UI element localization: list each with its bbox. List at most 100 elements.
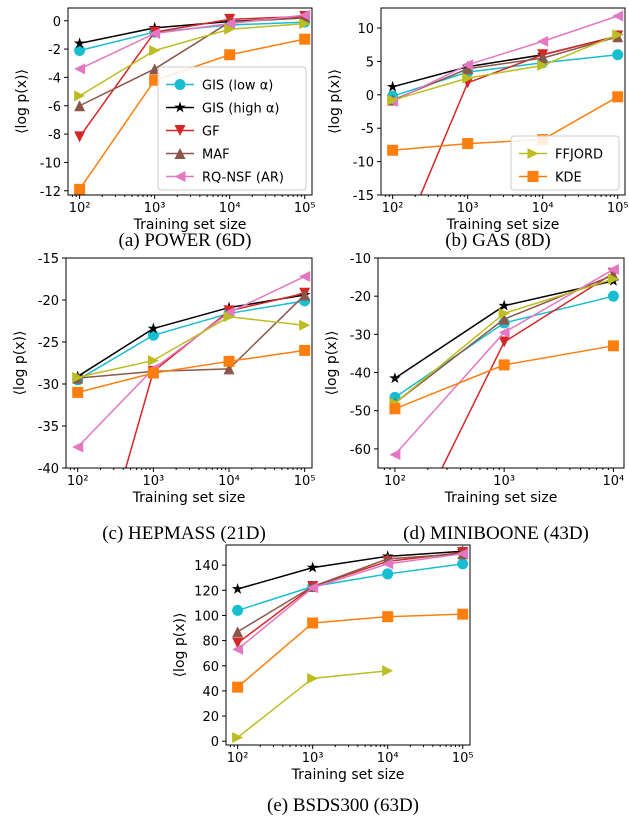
- legend-label: GF: [202, 125, 220, 140]
- marker: [607, 340, 619, 352]
- series-line: [392, 15, 618, 103]
- marker: [231, 582, 244, 594]
- marker: [223, 363, 235, 375]
- x-tick-label: 10²: [384, 474, 406, 489]
- marker: [232, 604, 244, 616]
- marker: [382, 558, 394, 570]
- y-tick-label: 0: [366, 89, 374, 104]
- legend-box: [157, 66, 307, 191]
- y-tick-label: 0: [211, 735, 219, 750]
- marker: [73, 37, 86, 49]
- marker: [498, 307, 510, 319]
- marker: [299, 270, 311, 282]
- marker: [72, 386, 84, 398]
- y-axis-label: ⟨log p(x)⟩: [324, 331, 340, 396]
- x-tick-label: 10⁵: [607, 201, 629, 216]
- marker: [223, 307, 235, 319]
- x-tick-label: 10³: [302, 751, 324, 766]
- y-tick-label: -5: [361, 122, 374, 137]
- x-tick-label: 10⁴: [218, 474, 240, 489]
- marker: [174, 101, 186, 113]
- marker: [147, 367, 159, 379]
- plot-area: [386, 10, 624, 195]
- x-tick-label: 10²: [67, 474, 89, 489]
- marker: [612, 10, 624, 22]
- marker: [232, 643, 244, 655]
- series-line: [419, 35, 618, 195]
- marker: [457, 608, 469, 620]
- x-tick-label: 10⁵: [294, 201, 316, 216]
- marker: [607, 273, 619, 285]
- series-line: [392, 35, 618, 88]
- y-tick-label: -10: [350, 252, 371, 267]
- panel: 10² 10³ 10⁴ 10⁵ 0 20 40 60 80 100 120 140 Training s…: [172, 544, 474, 816]
- marker: [72, 371, 84, 383]
- x-tick-label: 10³: [144, 201, 166, 216]
- x-tick-label: 10³: [142, 474, 164, 489]
- y-tick-label: -25: [38, 336, 59, 351]
- marker: [74, 131, 86, 143]
- series-line: [124, 292, 305, 468]
- marker: [537, 52, 549, 64]
- marker: [299, 344, 311, 356]
- caption: (c) HEPMASS (21D): [102, 523, 266, 544]
- marker: [224, 49, 236, 61]
- y-tick-label: -30: [350, 328, 371, 343]
- series-line: [79, 22, 305, 97]
- marker: [527, 171, 539, 182]
- x-axis-label: Training set size: [133, 217, 247, 233]
- marker: [74, 183, 86, 195]
- panel: 10² 10³ 10⁴ 10⁵ -40 -35 -30 -25 -20 -15 Training s…: [12, 252, 316, 544]
- panel: 10² 10³ 10⁴ 10⁵ -12 -10 -8 -6 -4 -2 0 Training set …: [14, 7, 316, 251]
- y-tick-label: -35: [38, 420, 59, 435]
- x-tick-label: 10³: [457, 201, 479, 216]
- legend: FFJORD KDE: [510, 135, 620, 191]
- x-axis-label: Training set size: [132, 490, 246, 506]
- marker: [462, 63, 474, 75]
- y-tick-label: 80: [202, 635, 219, 650]
- y-tick-label: 20: [202, 710, 219, 725]
- series-line: [237, 563, 463, 612]
- x-tick-label: 10²: [69, 201, 91, 216]
- y-axis-label: ⟨log p(x)⟩: [12, 331, 28, 396]
- y-tick-label: 140: [194, 559, 219, 574]
- marker: [527, 148, 539, 159]
- y-tick-label: -15: [38, 252, 59, 267]
- series-line: [237, 553, 463, 633]
- series-line: [392, 34, 619, 101]
- y-tick-label: 120: [194, 584, 219, 599]
- marker: [307, 672, 319, 684]
- series-line: [77, 275, 305, 448]
- x-axis-label: Training set size: [444, 490, 558, 506]
- y-tick-label: -8: [48, 128, 61, 143]
- y-tick-label: 10: [357, 22, 374, 37]
- y-tick-label: -40: [350, 367, 371, 382]
- legend-label: GIS (high α): [202, 102, 279, 117]
- marker: [74, 90, 86, 102]
- series-line: [77, 300, 305, 381]
- marker: [389, 403, 401, 415]
- marker: [232, 637, 244, 649]
- x-tick-label: 10²: [382, 201, 404, 216]
- y-tick-label: 5: [366, 55, 374, 70]
- marker: [232, 681, 244, 693]
- marker: [223, 311, 235, 323]
- marker: [498, 313, 510, 325]
- y-axis-label: ⟨log p(x)⟩: [172, 613, 188, 678]
- y-tick-label: -6: [48, 100, 61, 115]
- marker: [498, 359, 510, 371]
- series-line: [77, 294, 306, 379]
- caption: (d) MINIBOONE (43D): [403, 523, 589, 544]
- marker: [174, 125, 186, 136]
- marker: [147, 322, 160, 334]
- marker: [149, 63, 161, 75]
- x-tick-label: 10³: [493, 474, 515, 489]
- x-tick-label: 10⁴: [532, 201, 554, 216]
- x-axis-label: Training set size: [446, 217, 560, 233]
- marker: [299, 9, 311, 21]
- marker: [299, 18, 311, 30]
- y-tick-label: -2: [48, 43, 61, 58]
- axes-frame: [225, 544, 471, 746]
- panel: 10² 10³ 10⁴ 10⁵ -15 -10 -5 0 5 10 Training set siz…: [327, 7, 629, 251]
- y-tick-label: 0: [53, 15, 61, 30]
